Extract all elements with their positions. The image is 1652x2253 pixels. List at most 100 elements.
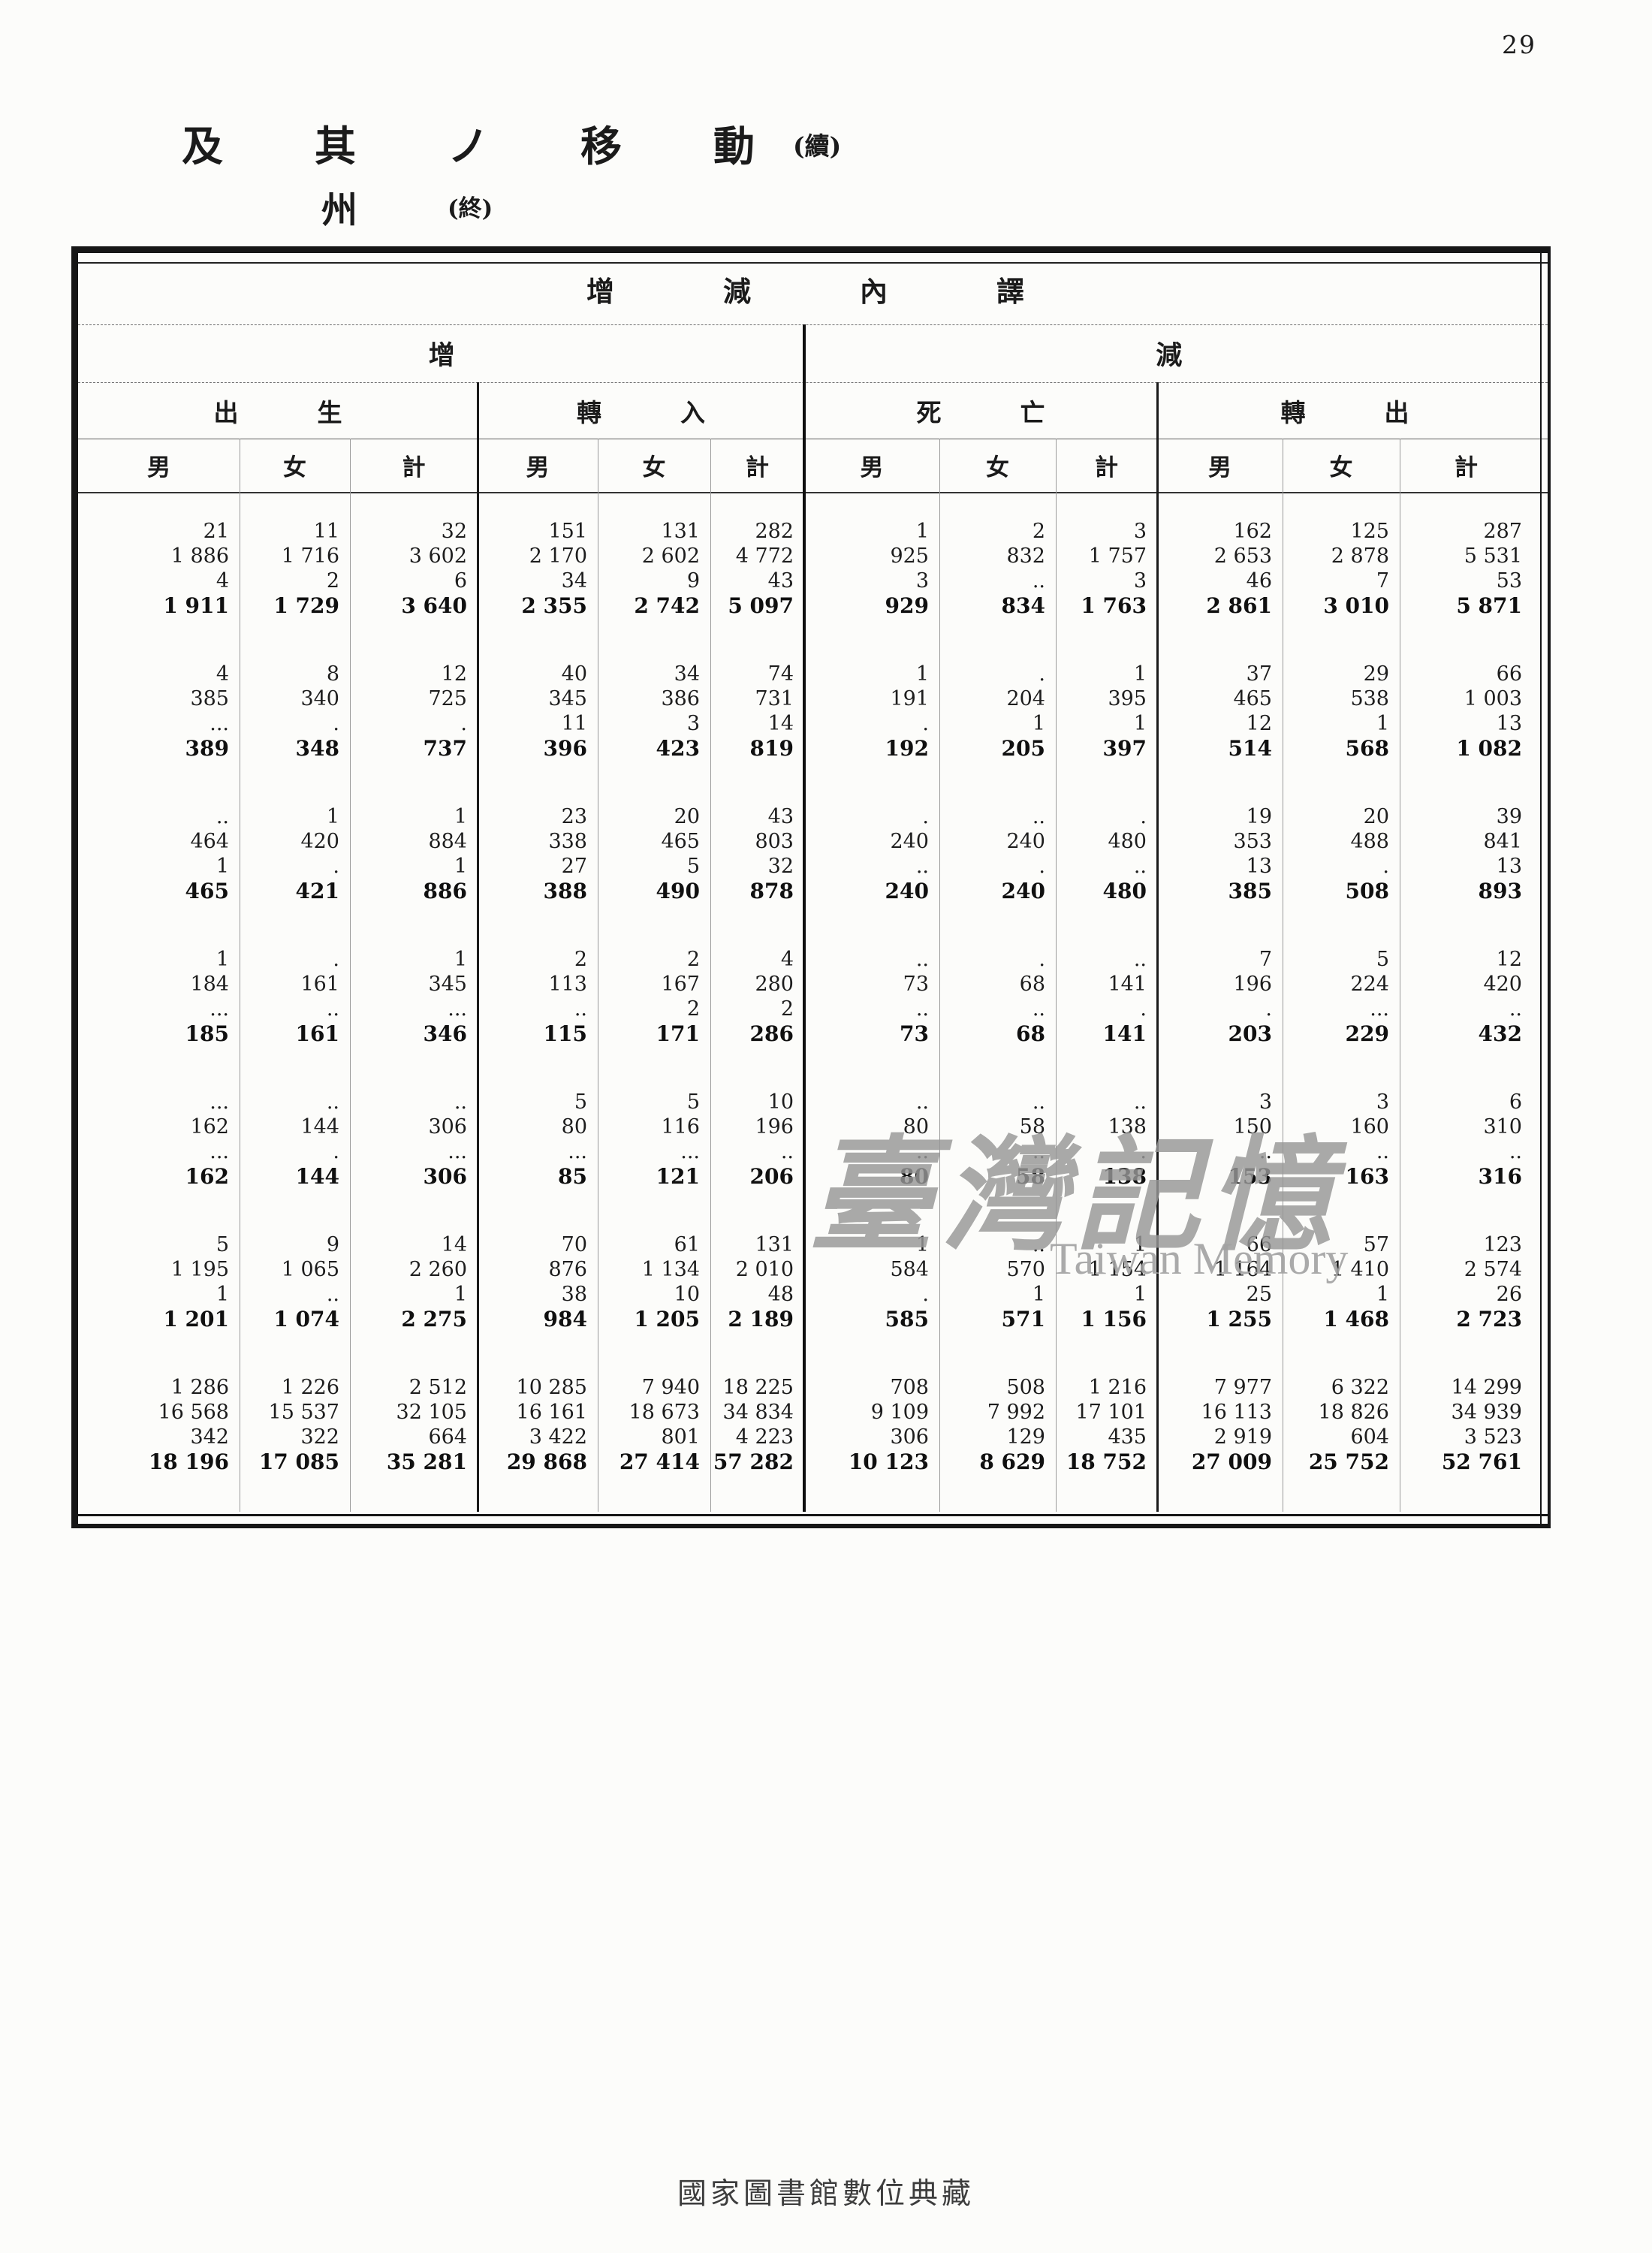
table-cell: 196: [1233, 973, 1272, 996]
table-cell: 1 164: [1213, 1258, 1272, 1281]
table-cell: 6: [454, 569, 467, 593]
table-cell: 2 170: [529, 544, 587, 568]
table-cell: 191: [890, 687, 929, 710]
table-cell: 161: [300, 973, 339, 996]
library-footer: 國家圖書館數位典藏: [677, 2178, 975, 2210]
table-cell: 27 414: [619, 1449, 700, 1474]
table-cell: 841: [1483, 830, 1522, 853]
table-cell: 2: [1032, 520, 1045, 543]
table-cell: 737: [423, 736, 467, 761]
header-halves-row: 增 減: [78, 324, 1533, 382]
table-row: 1.. 1 38 10 48. 1 1 25 1 26: [78, 1282, 1533, 1307]
table-cell: 893: [1478, 879, 1522, 903]
table-cell: 240: [890, 830, 929, 853]
table-cell: 20: [674, 805, 700, 828]
header-top-label: 增減內譯: [586, 274, 1133, 308]
header-top-row: 增減內譯: [78, 253, 1533, 324]
table-cell: 240: [1006, 830, 1045, 853]
table-cell: 1 154: [1088, 1258, 1147, 1281]
table-cell: 19: [1246, 805, 1272, 828]
table-cell: 585: [885, 1307, 929, 1332]
table-row: 1 195 1 065 2 260 876 1 134 2 010 584 570 1 154 1…: [78, 1257, 1533, 1282]
table-cell: 306: [423, 1164, 467, 1189]
table-cell: ..: [915, 948, 929, 971]
table-cell: 1: [1133, 1233, 1147, 1256]
table-cell: 13: [1496, 712, 1522, 735]
table-cell: .: [922, 805, 929, 828]
table-cell: 3 422: [529, 1425, 587, 1449]
table-total-row: 389 348 737 396 423 819 192 205 397 514 568 1 082: [78, 736, 1533, 761]
table-cell: 29: [1363, 662, 1389, 686]
table-cell: 3 602: [408, 544, 467, 568]
table-cell: ...: [210, 712, 229, 735]
table-cell: 480: [1108, 830, 1147, 853]
watermark-cjk: 臺灣記憶: [809, 1122, 1341, 1268]
header-rule-4: [78, 492, 1548, 493]
table-cell: 171: [656, 1021, 700, 1046]
table-cell: 5: [686, 855, 700, 878]
table-cell: 58: [1016, 1164, 1045, 1189]
table-cell: 490: [656, 879, 700, 903]
watermark-latin: Taiwan Memory: [1050, 1234, 1349, 1283]
table-cell: 282: [755, 520, 794, 543]
table-cell: 12: [441, 662, 467, 686]
table-cell: 74: [767, 662, 794, 686]
table-cell: 1 201: [163, 1307, 229, 1332]
table-cell: 39: [1496, 805, 1522, 828]
table-cell: 73: [903, 973, 929, 996]
table-cell: 123: [1483, 1233, 1522, 1256]
subcolumn-label: 計: [402, 454, 426, 481]
table-cell: 2: [686, 948, 700, 971]
table-cell: 2: [574, 948, 587, 971]
table-cell: ...: [210, 997, 229, 1021]
table-cell: 984: [543, 1307, 587, 1332]
table-cell: 161: [295, 1021, 339, 1046]
table-cell: 5: [1376, 948, 1389, 971]
table-cell: 1: [1133, 1283, 1147, 1306]
group-label-deaths: 死亡: [916, 397, 1124, 427]
table-cell: 7 940: [641, 1376, 700, 1399]
table-cell: 397: [1102, 736, 1147, 761]
row-group: .. 1 1 23 20 43.... 19 20 39 464 420 884 338 465 803 24…: [78, 804, 1533, 903]
table-cell: 7: [1259, 948, 1272, 971]
table-cell: 4 772: [735, 544, 794, 568]
table-cell: 1: [1133, 662, 1147, 686]
table-cell: ..: [1032, 1233, 1045, 1256]
table-cell: 15 537: [268, 1401, 339, 1424]
table-cell: 340: [300, 687, 339, 710]
table-cell: 9: [686, 569, 700, 593]
table-cell: 32: [767, 855, 794, 878]
table-cell: 2 574: [1464, 1258, 1522, 1281]
table-cell: 604: [1350, 1425, 1389, 1449]
table-cell: 66: [1496, 662, 1522, 686]
table-cell: ..: [1259, 1140, 1272, 1163]
table-cell: 6: [1509, 1090, 1522, 1114]
table-row: 385 340 725 345 386 731 191 204 395 465 538 1 003: [78, 686, 1533, 711]
table-cell: 310: [1483, 1115, 1522, 1139]
table-cell: .: [1039, 662, 1045, 686]
table-cell: 3: [1133, 520, 1147, 543]
statistics-table: 增減內譯 增 減 出生 轉入 死亡 轉出 男女計男女計男女計男女計 21 11 32…: [71, 246, 1551, 1528]
table-cell: 1 065: [281, 1258, 339, 1281]
table-cell: 1 468: [1323, 1307, 1389, 1332]
table-cell: 129: [1006, 1425, 1045, 1449]
table-cell: ..: [1032, 1140, 1045, 1163]
table-cell: 929: [885, 593, 929, 618]
row-group: 4 8 12 40 34 74 1. 1 37 29 66 385 340 725 345 386 731 191…: [78, 662, 1533, 761]
table-cell: 68: [1016, 1021, 1045, 1046]
table-cell: 141: [1108, 973, 1147, 996]
table-cell: 20: [1363, 805, 1389, 828]
subcolumn-label: 男: [526, 454, 550, 481]
table-cell: 34: [674, 662, 700, 686]
table-cell: 27: [561, 855, 587, 878]
table-cell: .: [1265, 997, 1272, 1021]
table-cell: 38: [561, 1283, 587, 1306]
table-cell: 1: [454, 1283, 467, 1306]
table-cell: 664: [428, 1425, 467, 1449]
table-cell: 14: [767, 712, 794, 735]
table-cell: 73: [900, 1021, 929, 1046]
table-cell: 1 195: [170, 1258, 229, 1281]
subcolumn-label: 計: [1455, 454, 1478, 481]
table-cell: ..: [1509, 997, 1522, 1021]
table-cell: 80: [903, 1115, 929, 1139]
